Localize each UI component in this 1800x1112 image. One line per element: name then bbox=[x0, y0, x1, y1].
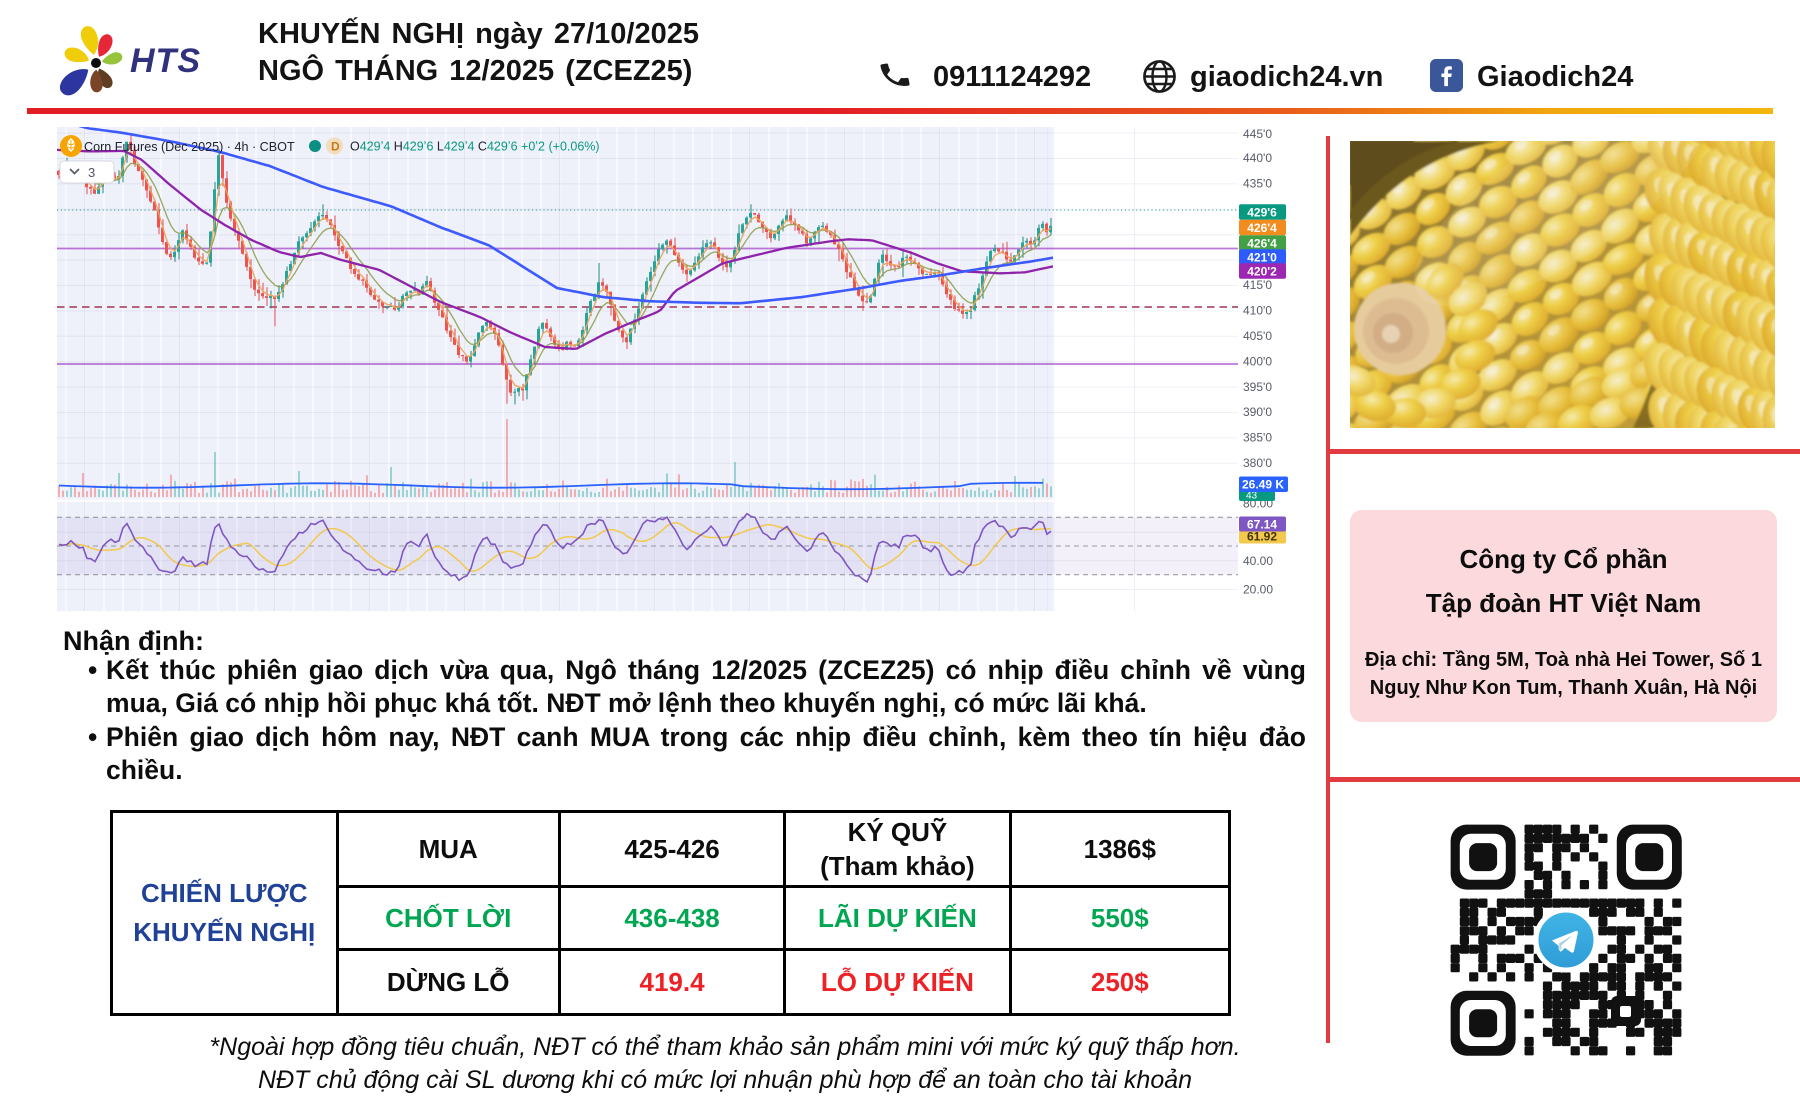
svg-text:421'0: 421'0 bbox=[1247, 250, 1277, 264]
svg-text:O429ʼ4 H429ʼ6 L429ʼ4 C429ʼ6 +0: O429ʼ4 H429ʼ6 L429ʼ4 C429ʼ6 +0ʼ2 (+0.06%… bbox=[350, 140, 600, 154]
svg-text:D: D bbox=[331, 140, 340, 154]
svg-text:3: 3 bbox=[88, 165, 95, 180]
svg-text:HTS: HTS bbox=[130, 42, 201, 80]
svg-text:380'0: 380'0 bbox=[1243, 456, 1272, 470]
svg-text:410'0: 410'0 bbox=[1243, 304, 1272, 318]
svg-text:67.14: 67.14 bbox=[1247, 517, 1277, 531]
svg-text:43: 43 bbox=[1246, 491, 1258, 502]
svg-text:426'4: 426'4 bbox=[1247, 221, 1277, 235]
svg-text:415'0: 415'0 bbox=[1243, 278, 1272, 292]
svg-text:435'0: 435'0 bbox=[1243, 177, 1272, 191]
svg-text:420'2: 420'2 bbox=[1247, 264, 1277, 278]
svg-text:405'0: 405'0 bbox=[1243, 329, 1272, 343]
svg-text:Corn Futures (Dec 2025) · 4h ·: Corn Futures (Dec 2025) · 4h · CBOT bbox=[84, 140, 295, 154]
svg-text:40.00: 40.00 bbox=[1243, 554, 1273, 568]
svg-text:400'0: 400'0 bbox=[1243, 354, 1272, 368]
svg-text:395'0: 395'0 bbox=[1243, 380, 1272, 394]
svg-text:445'0: 445'0 bbox=[1243, 127, 1272, 141]
svg-text:20.00: 20.00 bbox=[1243, 583, 1273, 597]
svg-text:429'6: 429'6 bbox=[1247, 205, 1277, 219]
svg-text:390'0: 390'0 bbox=[1243, 405, 1272, 419]
svg-text:26.49 K: 26.49 K bbox=[1242, 478, 1284, 492]
svg-text:61.92: 61.92 bbox=[1247, 530, 1277, 544]
svg-text:426'4: 426'4 bbox=[1247, 236, 1277, 250]
svg-text:440'0: 440'0 bbox=[1243, 151, 1272, 165]
svg-text:385'0: 385'0 bbox=[1243, 431, 1272, 445]
